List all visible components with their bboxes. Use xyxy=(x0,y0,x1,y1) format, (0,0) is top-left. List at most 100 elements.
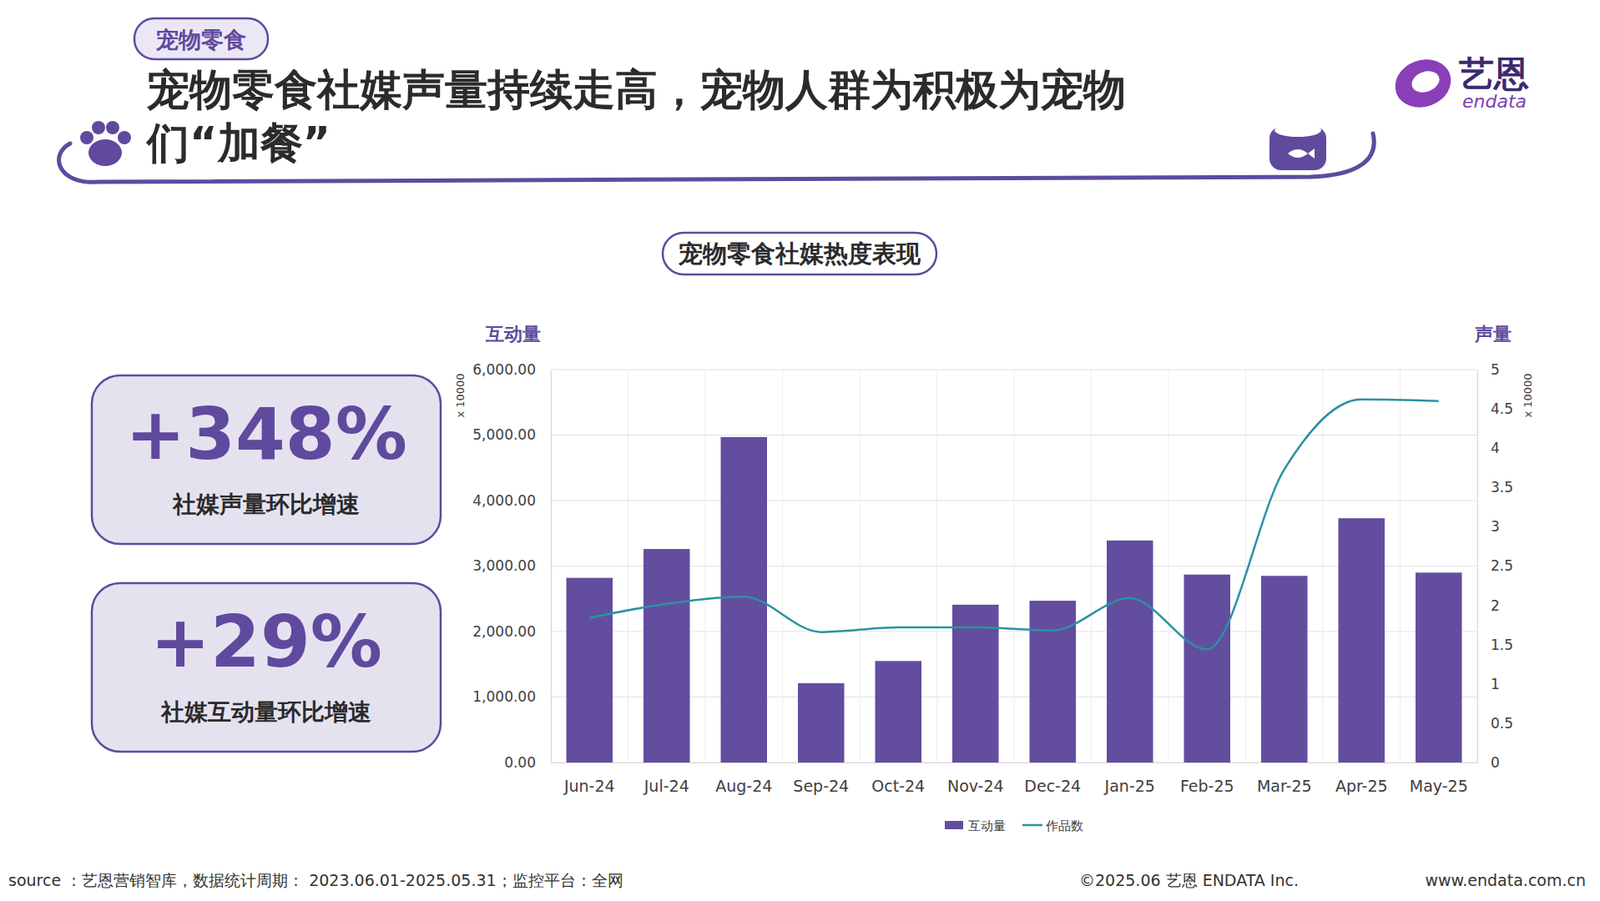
tick-label: 2 xyxy=(1490,597,1500,615)
axis-unit: x 10000 xyxy=(1521,373,1535,418)
axis-line xyxy=(550,370,552,764)
tick: 0 xyxy=(1477,754,1500,772)
logo: 艺恩endata xyxy=(1388,51,1530,116)
tick-label: 4 xyxy=(1490,439,1500,457)
tick-label: 5,000.00 xyxy=(472,426,536,444)
tick: Sep-24 xyxy=(792,762,849,796)
category-separator xyxy=(550,369,552,763)
legend-item: 互动量 xyxy=(944,818,1006,834)
legend-item: 作品数 xyxy=(1022,818,1084,834)
tick: Jun-24 xyxy=(563,762,616,796)
can-fish xyxy=(1287,148,1315,159)
axis: 00.511.522.533.544.55 xyxy=(1477,361,1514,772)
tick: 2.5 xyxy=(1477,557,1514,575)
tick-label: 2,000.00 xyxy=(472,623,536,641)
stat-value: +29% xyxy=(150,600,383,684)
tick: 5 xyxy=(1477,361,1500,379)
legend-swatch xyxy=(944,821,964,830)
tick: Feb-25 xyxy=(1180,762,1235,796)
footer-copyright: ©2025.06 艺恩 ENDATA Inc. xyxy=(1079,871,1299,890)
category-separator xyxy=(1245,369,1247,763)
tick-label: 1.5 xyxy=(1490,636,1514,654)
bar xyxy=(1184,575,1232,763)
tick: May-25 xyxy=(1409,762,1469,796)
tick: 1.5 xyxy=(1477,636,1514,654)
chart-title-text: 宠物零食社媒热度表现 xyxy=(677,239,922,268)
tick: 4 xyxy=(1477,439,1500,457)
tick-label: 3 xyxy=(1490,518,1500,536)
category-separator xyxy=(859,369,861,763)
tick: Nov-24 xyxy=(947,762,1005,796)
category-separator xyxy=(1014,369,1015,763)
line-series xyxy=(589,399,1439,651)
logo-name: 艺恩 xyxy=(1458,53,1530,95)
category-separator xyxy=(1399,369,1401,763)
chart-title-pill xyxy=(662,232,937,275)
tick-label: 3,000.00 xyxy=(472,557,536,575)
tick: 1 xyxy=(1477,676,1500,693)
stat-value: +348% xyxy=(125,392,408,476)
tick-label: 0 xyxy=(1490,754,1500,772)
bar xyxy=(1338,518,1386,763)
tick-label: Jan-25 xyxy=(1104,777,1156,796)
legend-label: 互动量 xyxy=(968,818,1006,834)
footer-source: source ：艺恩营销智库，数据统计周期： 2023.06.01-2025.0… xyxy=(8,871,624,890)
paw-toe xyxy=(80,131,94,145)
plot-marks xyxy=(566,399,1463,763)
axis: 0.001,000.002,000.003,000.004,000.005,00… xyxy=(472,361,551,772)
tick: 2 xyxy=(1477,597,1500,615)
paw-pad xyxy=(88,139,122,167)
axis-title: 声量 xyxy=(1473,323,1512,345)
page-title: 宠物零食社媒声量持续走高，宠物人群为积极为宠物们“加餐” xyxy=(146,63,1224,171)
tick-label: Aug-24 xyxy=(715,777,773,796)
tick: 0.5 xyxy=(1477,715,1514,732)
tag-text: 宠物零食 xyxy=(155,26,247,53)
paw-toe xyxy=(105,121,120,135)
category-separator xyxy=(782,369,783,763)
bar xyxy=(797,683,845,763)
tick-label: Jun-24 xyxy=(563,777,616,796)
tick: Jul-24 xyxy=(643,762,690,796)
axis: Jun-24Jul-24Aug-24Sep-24Oct-24Nov-24Dec-… xyxy=(551,762,1479,796)
stat-box-bg xyxy=(91,375,441,545)
logo-brand: endata xyxy=(1462,90,1527,112)
tick-label: Sep-24 xyxy=(792,777,849,796)
bar xyxy=(1261,575,1308,763)
bar xyxy=(1415,572,1463,763)
tick-label: 1 xyxy=(1490,676,1500,693)
footer: source ：艺恩营销智库，数据统计周期： 2023.06.01-2025.0… xyxy=(8,871,1586,890)
stat-label: 社媒声量环比增速 xyxy=(171,490,360,519)
tick-label: 5 xyxy=(1490,361,1500,379)
chart-title: 宠物零食社媒热度表现 xyxy=(662,232,937,275)
tick: Aug-24 xyxy=(715,762,773,796)
tick: 6,000.00 xyxy=(472,361,551,379)
category-separator xyxy=(1168,369,1170,763)
tick-label: May-25 xyxy=(1409,777,1469,796)
tag-pill xyxy=(134,18,268,60)
can-icon xyxy=(1269,123,1327,171)
tick: Oct-24 xyxy=(871,762,925,796)
tick: 1,000.00 xyxy=(472,688,551,706)
logo-mark-inner xyxy=(1408,67,1443,96)
tick-label: Nov-24 xyxy=(947,777,1005,796)
tick: 5,000.00 xyxy=(472,426,551,444)
stat-label: 社媒互动量环比增速 xyxy=(160,698,372,727)
paw-toe xyxy=(117,131,132,145)
stat-box: +348% 社媒声量环比增速 xyxy=(91,375,441,545)
tick-label: 3.5 xyxy=(1490,479,1514,496)
category-separator xyxy=(627,369,629,763)
bar xyxy=(1106,540,1154,763)
category-separator xyxy=(705,369,707,763)
can-top xyxy=(1274,123,1322,137)
footer-website: www.endata.com.cn xyxy=(1424,871,1586,890)
stat-box-bg xyxy=(91,583,441,753)
tick-label: 6,000.00 xyxy=(472,361,536,379)
bar xyxy=(643,549,691,763)
tick: 3 xyxy=(1477,518,1500,536)
tick-label: Feb-25 xyxy=(1180,777,1235,796)
grid xyxy=(550,369,1478,763)
chart: 0.001,000.002,000.003,000.004,000.005,00… xyxy=(454,323,1535,834)
legend: 互动量作品数 xyxy=(944,818,1084,834)
bar xyxy=(875,661,923,763)
category-separator xyxy=(1477,369,1479,763)
